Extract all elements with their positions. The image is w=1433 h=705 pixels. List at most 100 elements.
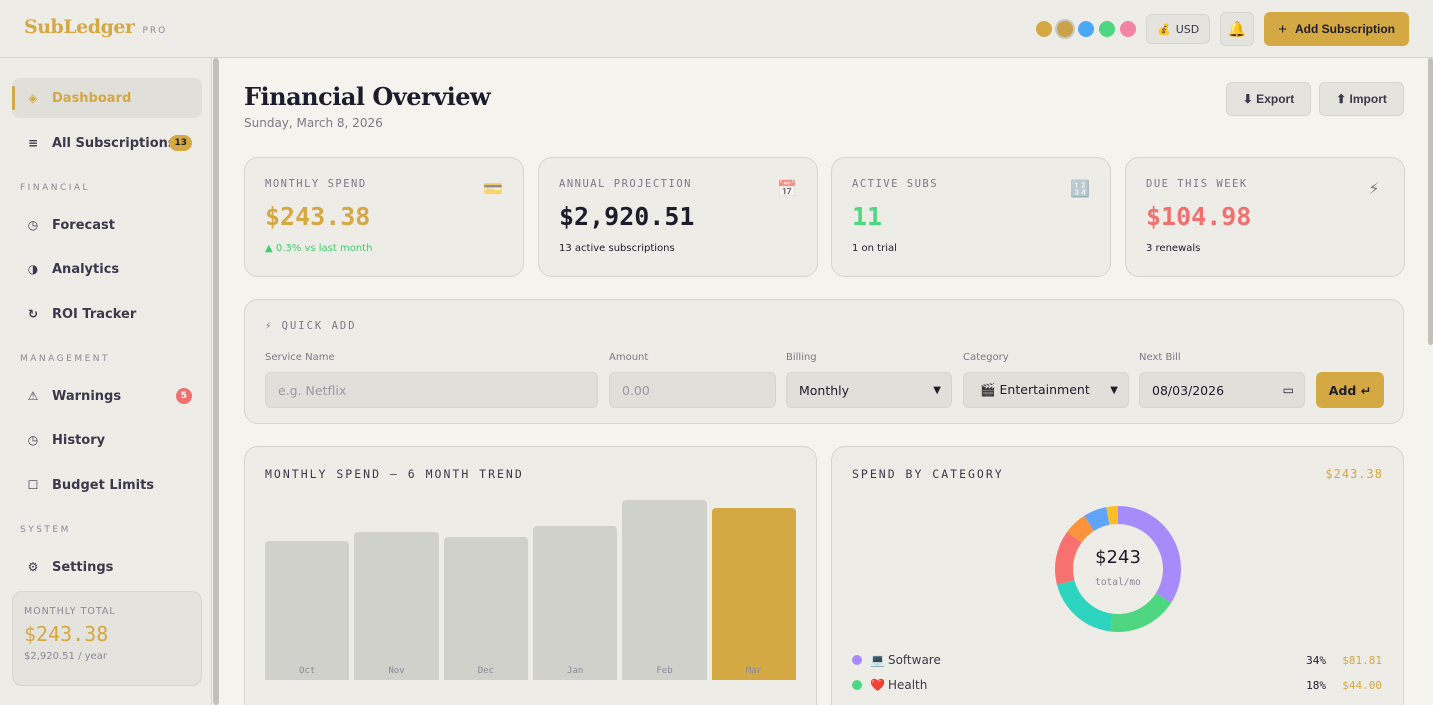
theme-swatch-green[interactable] <box>1099 21 1116 37</box>
billing-label: Billing <box>786 352 817 363</box>
quick-add-button[interactable]: Add ↵ <box>1316 372 1384 408</box>
section-system: SYSTEM <box>20 525 71 535</box>
warnings-count-badge: 5 <box>175 388 192 404</box>
bar-dec[interactable]: Dec <box>443 537 528 680</box>
top-bar: SubLedger PRO 💰 USD 🔔 + Add Subscription <box>0 0 1433 58</box>
calendar-icon: 📅 <box>777 178 797 198</box>
legend-item-health[interactable]: ❤️ Health 18% $44.00 <box>852 676 1382 694</box>
service-name-label: Service Name <box>265 352 335 363</box>
donut-segment[interactable] <box>1056 580 1113 632</box>
lightning-icon: ⚡ <box>1368 178 1380 198</box>
theme-swatch-gold[interactable] <box>1036 21 1053 37</box>
bar-label: Jan <box>567 666 584 676</box>
add-subscription-button[interactable]: + Add Subscription <box>1264 12 1409 46</box>
brand-tier: PRO <box>142 26 168 36</box>
clock-icon: ◷ <box>27 218 39 232</box>
donut-segment[interactable] <box>1118 506 1181 603</box>
monthly-total-card: MONTHLY TOTAL $243.38 $2,920.51 / year <box>12 591 202 686</box>
bar-label: Feb <box>656 666 673 676</box>
sidebar-item-dashboard[interactable]: ◈ Dashboard <box>12 78 202 118</box>
billing-select[interactable]: Monthly ▼ <box>786 372 952 408</box>
bar-label: Dec <box>477 666 494 676</box>
bar-label: Oct <box>299 666 316 676</box>
bar-mar[interactable]: Mar <box>711 508 796 680</box>
donut-segment[interactable] <box>1110 593 1172 632</box>
stat-label: DUE THIS WEEK <box>1146 178 1248 190</box>
sidebar-item-label: Analytics <box>52 261 120 277</box>
theme-swatch-gold-textured[interactable] <box>1057 21 1074 37</box>
donut-segment[interactable] <box>1067 515 1094 543</box>
sidebar-item-history[interactable]: ◷ History <box>12 420 202 460</box>
donut-center-value: $243 <box>1095 547 1141 568</box>
service-name-input[interactable]: e.g. Netflix <box>265 372 598 408</box>
bar-feb[interactable]: Feb <box>622 500 707 680</box>
sidebar-item-settings[interactable]: ⚙ Settings <box>12 547 202 587</box>
amount-label: Amount <box>609 352 649 363</box>
stat-card-monthly-spend: MONTHLY SPEND $243.38 ▲ 0.3% vs last mon… <box>244 157 524 277</box>
theme-swatch-blue[interactable] <box>1078 21 1095 37</box>
sidebar-item-budget-limits[interactable]: ☐ Budget Limits <box>12 465 202 505</box>
sidebar-item-roi-tracker[interactable]: ↻ ROI Tracker <box>12 294 202 334</box>
gear-icon: ⚙ <box>27 560 39 574</box>
legend-amount: $81.81 <box>1342 653 1382 667</box>
sidebar-item-label: ROI Tracker <box>52 306 137 322</box>
sidebar: ◈ Dashboard ≡ All Subscriptions 13 FINAN… <box>0 58 212 705</box>
sidebar-item-forecast[interactable]: ◷ Forecast <box>12 205 202 245</box>
notifications-button[interactable]: 🔔 <box>1220 12 1255 46</box>
chevron-down-icon: ▼ <box>933 384 941 396</box>
donut-center-label: total/mo <box>1095 577 1141 588</box>
stat-value: $243.38 <box>265 202 371 231</box>
heart-icon: ❤️ <box>870 678 885 692</box>
donut-segment[interactable] <box>1106 506 1118 525</box>
quick-add-panel: ⚡ QUICK ADD Service Name e.g. Netflix Am… <box>244 299 1404 424</box>
next-bill-date-input[interactable]: 08/03/2026 ▭ <box>1139 372 1305 408</box>
refresh-icon: ↻ <box>27 307 39 321</box>
billing-value: Monthly <box>799 382 850 398</box>
sidebar-item-warnings[interactable]: ⚠ Warnings 5 <box>12 376 202 416</box>
currency-button[interactable]: 💰 USD <box>1146 14 1211 44</box>
stat-value: 11 <box>852 202 883 231</box>
legend-name: Health <box>887 678 928 692</box>
donut-segment[interactable] <box>1084 507 1110 532</box>
chevron-down-icon: ▼ <box>1110 384 1118 396</box>
main-content: Financial Overview Sunday, March 8, 2026… <box>220 58 1428 705</box>
next-bill-value: 08/03/2026 <box>1152 382 1225 398</box>
stat-card-due-this-week: DUE THIS WEEK $104.98 3 renewals ⚡ <box>1125 157 1405 277</box>
category-value: 🎬 Entertainment <box>980 382 1090 397</box>
sidebar-item-label: Settings <box>52 559 114 575</box>
bar-label: Mar <box>745 666 762 676</box>
numbers-icon: 🔢 <box>1070 178 1090 198</box>
amount-input[interactable]: 0.00 <box>609 372 776 408</box>
donut-segment[interactable] <box>1055 531 1082 585</box>
main-scrollbar[interactable] <box>1428 58 1433 345</box>
sidebar-item-label: Dashboard <box>52 90 132 106</box>
import-button[interactable]: ⬆ Import <box>1319 82 1404 116</box>
stat-label: ACTIVE SUBS <box>852 178 939 190</box>
page-title: Financial Overview <box>244 82 491 111</box>
bar-nov[interactable]: Nov <box>354 532 439 680</box>
sidebar-item-label: Budget Limits <box>52 477 155 493</box>
subscriptions-count-badge: 13 <box>169 135 192 151</box>
export-button[interactable]: ⬇ Export <box>1226 82 1311 116</box>
sidebar-item-all-subscriptions[interactable]: ≡ All Subscriptions 13 <box>12 123 202 163</box>
sidebar-item-analytics[interactable]: ◑ Analytics <box>12 249 202 289</box>
list-icon: ≡ <box>27 136 39 150</box>
legend-item-software[interactable]: 💻 Software 34% $81.81 <box>852 651 1382 669</box>
sidebar-item-label: Forecast <box>52 217 115 233</box>
theme-swatches <box>1036 21 1137 37</box>
calendar-icon[interactable]: ▭ <box>1282 383 1294 397</box>
sidebar-item-label: Warnings <box>52 388 122 404</box>
legend-amount: $44.00 <box>1342 678 1382 692</box>
theme-swatch-pink[interactable] <box>1120 21 1137 37</box>
laptop-icon: 💻 <box>870 653 885 667</box>
monthly-total-value: $243.38 <box>24 622 109 646</box>
legend-dot <box>852 680 862 690</box>
bar-oct[interactable]: Oct <box>265 541 350 680</box>
sidebar-scrollbar[interactable] <box>213 58 219 705</box>
bar-jan[interactable]: Jan <box>533 526 618 680</box>
bell-icon: 🔔 <box>1227 20 1247 38</box>
category-panel: SPEND BY CATEGORY $243.38 $243 total/mo … <box>831 446 1404 705</box>
section-management: MANAGEMENT <box>20 354 110 364</box>
brand[interactable]: SubLedger PRO <box>24 16 167 38</box>
category-select[interactable]: 🎬 Entertainment ▼ <box>963 372 1129 408</box>
